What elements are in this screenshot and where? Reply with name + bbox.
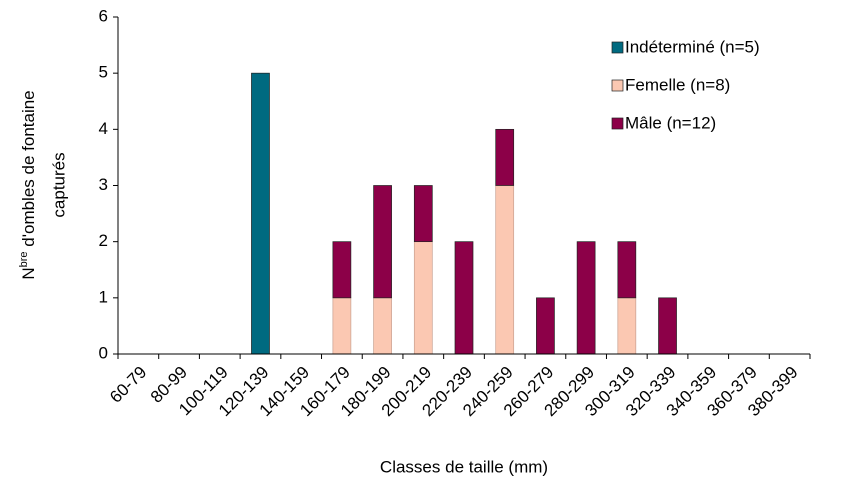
y-tick-label: 2 xyxy=(99,231,108,250)
y-tick-label: 6 xyxy=(99,6,108,25)
bar xyxy=(413,241,433,355)
legend-swatch xyxy=(611,41,624,54)
legend-label: Indéterminé (n=5) xyxy=(625,37,760,56)
y-label-sup: bre xyxy=(18,251,30,267)
bar xyxy=(495,185,515,355)
bar xyxy=(413,185,433,243)
y-tick-label: 3 xyxy=(99,175,108,194)
y-tick-label: 1 xyxy=(99,287,108,306)
y-label-rest: d'ombles de fontaine xyxy=(19,90,38,251)
x-tick-label: 60-79 xyxy=(106,363,150,407)
legend-label: Femelle (n=8) xyxy=(625,75,730,94)
bar xyxy=(658,297,677,355)
y-tick-label: 5 xyxy=(99,63,108,82)
legend-swatch xyxy=(611,117,624,130)
bar xyxy=(576,241,596,355)
y-axis-label-line1: Nbre d'ombles de fontaine xyxy=(18,90,39,279)
bar xyxy=(536,297,555,355)
bar xyxy=(373,185,392,299)
bar xyxy=(454,241,474,355)
x-axis-label: Classes de taille (mm) xyxy=(380,457,548,476)
bar xyxy=(495,128,515,186)
y-tick-label: 4 xyxy=(99,119,108,138)
bar xyxy=(617,297,637,355)
y-axis-label: Nbre d'ombles de fontaine capturés xyxy=(18,90,69,279)
bar xyxy=(332,297,352,355)
bar xyxy=(332,241,352,299)
legend-swatch xyxy=(611,79,624,92)
y-tick-label: 0 xyxy=(99,343,108,362)
bar xyxy=(251,72,270,355)
bar xyxy=(373,297,392,355)
legend-label: Mâle (n=12) xyxy=(625,113,716,132)
bar xyxy=(617,241,637,299)
y-label-base: N xyxy=(19,267,38,279)
y-axis-label-line2: capturés xyxy=(49,152,68,217)
